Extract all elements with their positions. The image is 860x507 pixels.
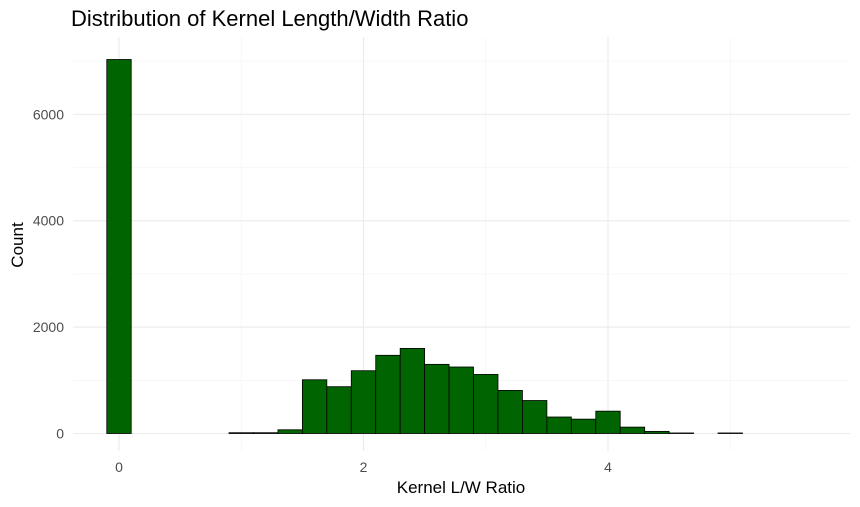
x-tick-label: 0 <box>115 459 123 475</box>
x-tick-label: 2 <box>360 459 368 475</box>
histogram-bar <box>546 416 572 434</box>
chart-title: Distribution of Kernel Length/Width Rati… <box>71 6 469 31</box>
histogram-bar <box>399 347 426 434</box>
histogram-bar <box>375 354 401 434</box>
histogram-bars <box>106 59 743 434</box>
histogram-bar <box>448 366 474 434</box>
histogram-bar <box>619 426 646 434</box>
y-tick-label: 6000 <box>33 106 64 122</box>
histogram-bar <box>326 386 352 434</box>
y-tick-label: 2000 <box>33 319 64 335</box>
histogram-bar <box>301 379 328 434</box>
histogram-bar <box>473 374 499 434</box>
histogram-bar <box>350 370 377 434</box>
histogram-bar <box>106 59 132 434</box>
y-tick-label: 0 <box>56 426 64 442</box>
histogram-bar <box>522 400 548 434</box>
histogram-bar <box>668 432 694 434</box>
histogram-bar <box>424 363 450 434</box>
histogram-bar <box>644 430 670 434</box>
histogram-bar <box>717 432 743 434</box>
histogram-bar <box>595 410 621 434</box>
histogram-bar <box>228 432 254 434</box>
x-axis-label: Kernel L/W Ratio <box>396 478 526 497</box>
histogram-bar <box>253 432 279 434</box>
histogram-bar <box>570 418 597 434</box>
x-tick-label: 4 <box>604 459 612 475</box>
histogram-bar <box>277 429 303 434</box>
histogram-bar <box>497 390 523 434</box>
y-tick-labels: 0 2000 4000 6000 <box>33 106 64 441</box>
x-tick-labels: 0 2 4 <box>115 459 612 475</box>
y-tick-label: 4000 <box>33 213 64 229</box>
